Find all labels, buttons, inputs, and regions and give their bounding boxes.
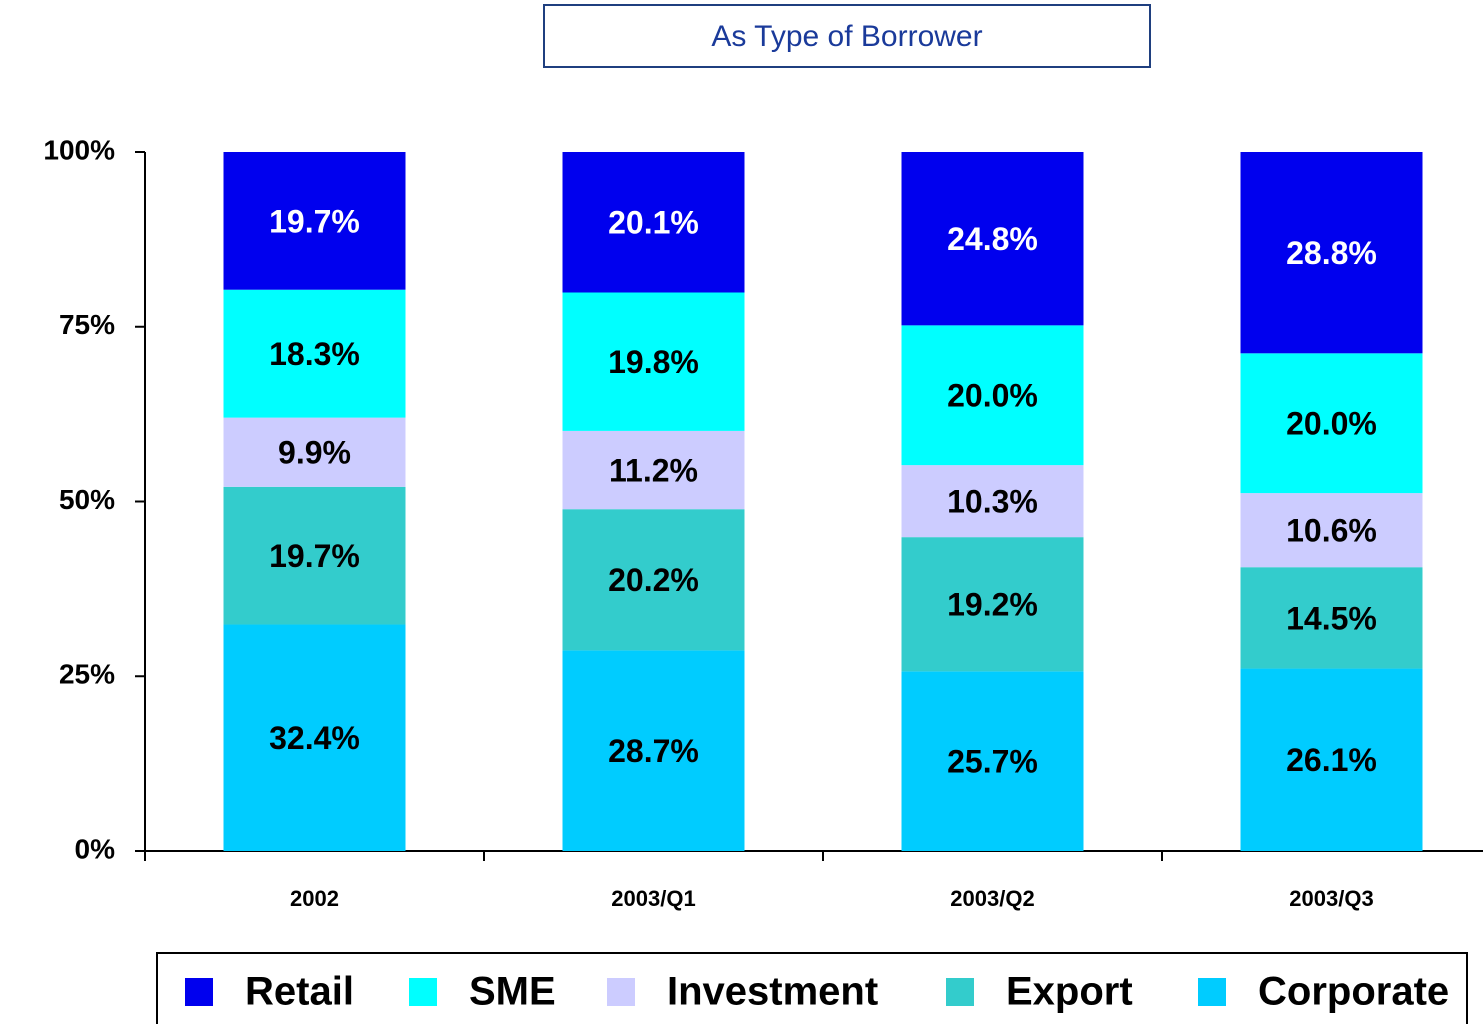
y-tick-label: 75% [59,309,115,340]
bar-segment [1240,493,1423,568]
bar-segment [562,650,745,851]
title-box [543,4,1151,68]
y-tick-label: 0% [75,833,116,864]
bar-segment [223,152,406,290]
value-label: 24.8% [947,221,1038,257]
value-label: 9.9% [278,435,351,471]
x-tick-label: 2003/Q1 [611,886,695,911]
bar-segment [562,292,745,431]
legend-swatch [409,978,437,1006]
bar-segment [223,624,406,851]
bar-segment [223,486,406,625]
value-label: 25.7% [947,744,1038,780]
value-label: 26.1% [1286,742,1377,778]
value-label: 20.0% [1286,406,1377,442]
value-label: 19.8% [608,344,699,380]
value-label: 28.8% [1286,235,1377,271]
value-label: 19.2% [947,587,1038,623]
value-label: 18.3% [269,336,360,372]
chart-title: As Type of Borrower [711,20,982,53]
bar-segment [1240,567,1423,669]
y-tick-label: 50% [59,484,115,515]
legend-swatch [185,978,213,1006]
bar-segment [562,152,745,293]
value-label: 32.4% [269,720,360,756]
value-label: 19.7% [269,203,360,239]
value-label: 10.6% [1286,513,1377,549]
bar-segment [901,465,1084,538]
bar-segment [901,152,1084,326]
legend-swatch [946,978,974,1006]
legend-box [156,952,1468,1024]
value-label: 20.0% [947,378,1038,414]
legend-label: Export [1006,970,1133,1014]
value-label: 14.5% [1286,600,1377,636]
bar-segment [901,671,1084,851]
bar-segment [1240,668,1423,851]
value-label: 20.2% [608,562,699,598]
legend-label: Investment [667,970,878,1014]
x-tick-label: 2003/Q2 [950,886,1034,911]
bar-segment [901,325,1084,466]
legend-swatch [607,978,635,1006]
bar-segment [1240,152,1423,354]
bar-segment [562,509,745,651]
y-tick-label: 100% [43,134,115,165]
legend-label: SME [469,970,556,1014]
x-tick-label: 2003/Q3 [1289,886,1373,911]
bar-segment [223,289,406,418]
value-label: 19.7% [269,538,360,574]
bar-segment [562,430,745,510]
value-label: 28.7% [608,733,699,769]
bar-segment [223,417,406,487]
value-label: 20.1% [608,205,699,241]
legend-label: Corporate [1258,970,1449,1014]
value-label: 10.3% [947,484,1038,520]
value-label: 11.2% [609,452,698,488]
y-tick-label: 25% [59,659,115,690]
legend-label: Retail [245,970,354,1014]
bar-segment [901,537,1084,672]
bar-segment [1240,353,1423,494]
x-tick-label: 2002 [290,886,339,911]
legend-swatch [1198,978,1226,1006]
